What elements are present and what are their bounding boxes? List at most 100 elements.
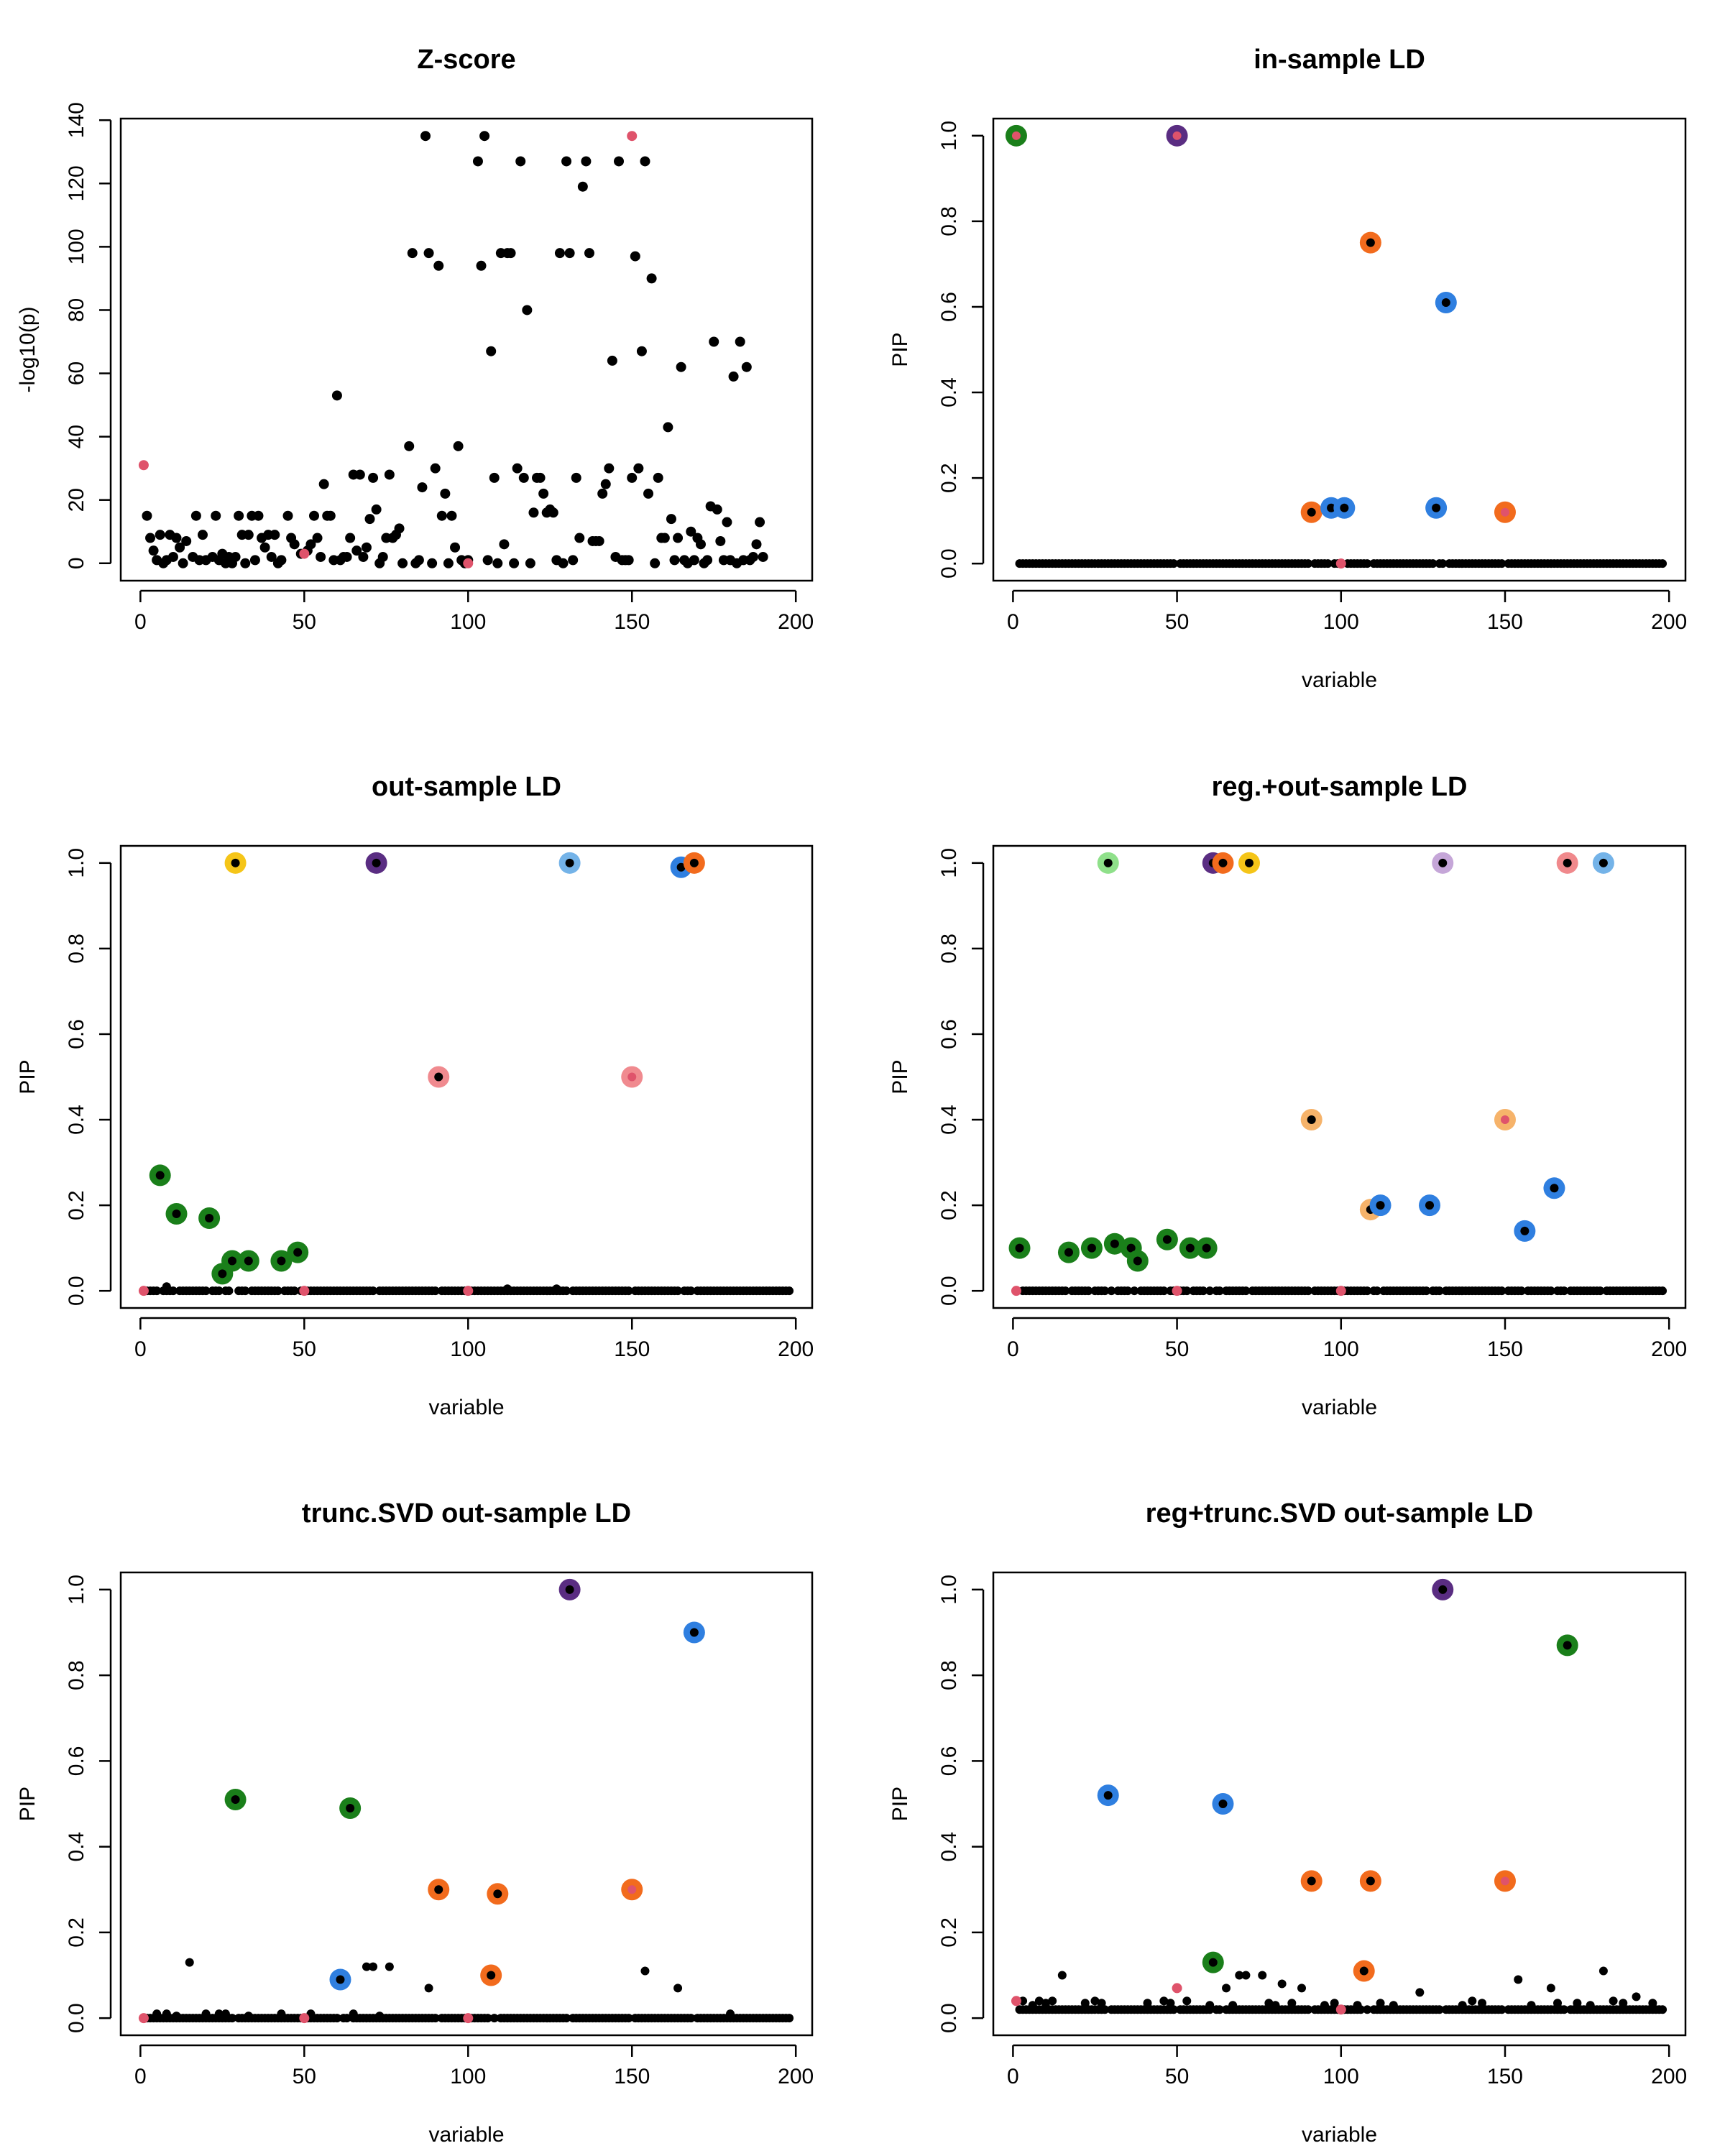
credible-set-point: [1598, 858, 1608, 867]
data-point: [1041, 1999, 1051, 2008]
data-point: [349, 2009, 358, 2019]
credible-set-point: [1185, 1243, 1195, 1253]
y-tick-label: 0.0: [937, 548, 961, 579]
y-tick-label: 140: [65, 102, 88, 138]
data-point: [1271, 2001, 1280, 2010]
causal-point: [1335, 558, 1346, 569]
data-point: [214, 2009, 224, 2019]
data-point: [190, 510, 201, 521]
credible-set-point: [1218, 1800, 1228, 1808]
credible-set-point: [1425, 1201, 1435, 1210]
data-point: [505, 248, 516, 259]
baseline-point: [624, 1286, 633, 1296]
plot-frame: [119, 844, 814, 1309]
data-point: [417, 482, 428, 493]
x-axis-label: variable: [1302, 1396, 1377, 1419]
data-point: [1182, 1996, 1192, 2006]
x-tick-label: 0: [1007, 610, 1019, 634]
plot-frame: [992, 844, 1687, 1309]
data-point: [1235, 1971, 1244, 1980]
data-point: [558, 558, 569, 568]
baseline-point: [673, 1286, 683, 1296]
y-tick-label: 120: [65, 165, 88, 201]
baseline-point: [1497, 2005, 1506, 2014]
y-tick-label: 1.0: [65, 848, 88, 878]
data-points: [1005, 124, 1668, 569]
credible-set-point: [231, 1795, 240, 1805]
causal-point: [463, 2013, 474, 2024]
causal-point: [1172, 1983, 1182, 1994]
baseline-point: [152, 1286, 162, 1296]
data-point: [1277, 1979, 1287, 1989]
baseline-point: [1169, 559, 1179, 568]
chart-title: Z-score: [417, 45, 515, 75]
panel-1: Z-score 0 50 100 150 200 0 20 40 60 80 100 120 140 -lo…: [16, 45, 814, 634]
data-point: [424, 1984, 433, 1993]
data-point: [397, 558, 408, 568]
data-point: [604, 463, 615, 474]
y-tick-label: 0: [65, 557, 88, 569]
data-point: [155, 530, 165, 540]
y-tick-label: 0.6: [937, 1019, 961, 1049]
credible-set-point: [434, 1072, 443, 1082]
data-point: [362, 1962, 371, 1971]
credible-set-point: [231, 858, 240, 867]
data-point: [581, 156, 592, 167]
data-point: [1573, 1999, 1582, 2008]
credible-set-point: [293, 1248, 303, 1257]
credible-set-point: [1550, 1184, 1559, 1193]
data-point: [325, 510, 336, 521]
chart-title: reg.+out-sample LD: [1212, 772, 1468, 802]
credible-set-point: [155, 1171, 165, 1180]
baseline-point: [1169, 2005, 1179, 2014]
y-tick-label: 0.4: [65, 1832, 88, 1862]
credible-set-point: [1103, 858, 1113, 867]
data-point: [243, 530, 254, 540]
data-point: [509, 558, 520, 568]
x-tick-label: 0: [134, 2065, 147, 2088]
data-point: [623, 555, 634, 566]
data-point: [316, 551, 326, 562]
baseline-point: [1304, 559, 1313, 568]
data-point: [515, 156, 526, 167]
chart-title: out-sample LD: [372, 772, 561, 802]
data-point: [345, 533, 356, 543]
baseline-point: [201, 1286, 211, 1296]
y-tick-label: 20: [65, 488, 88, 512]
panel-4: reg.+out-sample LD 0 50 100 150 200 variable 0.…: [888, 772, 1687, 1419]
credible-set-point: [1307, 507, 1316, 517]
data-points: [138, 131, 768, 568]
data-point: [1619, 1999, 1628, 2008]
baseline-point: [1061, 1286, 1070, 1296]
credible-set-point: [346, 1803, 355, 1812]
data-point: [1389, 2001, 1398, 2010]
credible-set-point: [1500, 507, 1509, 517]
data-point: [1159, 1996, 1169, 2006]
baseline-point: [785, 2014, 794, 2023]
credible-set-point: [1064, 1248, 1073, 1257]
data-point: [413, 555, 424, 566]
baseline-point: [1130, 1286, 1139, 1296]
credible-set-point: [1110, 1239, 1119, 1248]
x-tick-label: 200: [778, 610, 814, 634]
credible-set-point: [1359, 1966, 1368, 1976]
x-tick-label: 150: [614, 1337, 650, 1361]
data-point: [282, 510, 293, 521]
x-tick-label: 0: [134, 1337, 147, 1361]
credible-set-point: [1202, 1243, 1211, 1253]
data-point: [728, 371, 739, 382]
baseline-point: [1435, 2005, 1444, 2014]
data-point: [538, 488, 549, 499]
data-point: [669, 555, 680, 566]
y-tick-label: 0.2: [937, 1917, 961, 1948]
credible-set-point: [493, 1889, 502, 1899]
baseline-point: [1100, 1286, 1110, 1296]
data-point: [371, 504, 382, 515]
baseline-point: [1304, 1286, 1313, 1296]
y-tick-label: 0.0: [65, 1276, 88, 1306]
baseline-point: [785, 1286, 794, 1296]
data-point: [1468, 1996, 1477, 2006]
data-point: [266, 551, 277, 562]
x-axis-label: variable: [428, 2123, 504, 2147]
data-point: [289, 539, 300, 550]
